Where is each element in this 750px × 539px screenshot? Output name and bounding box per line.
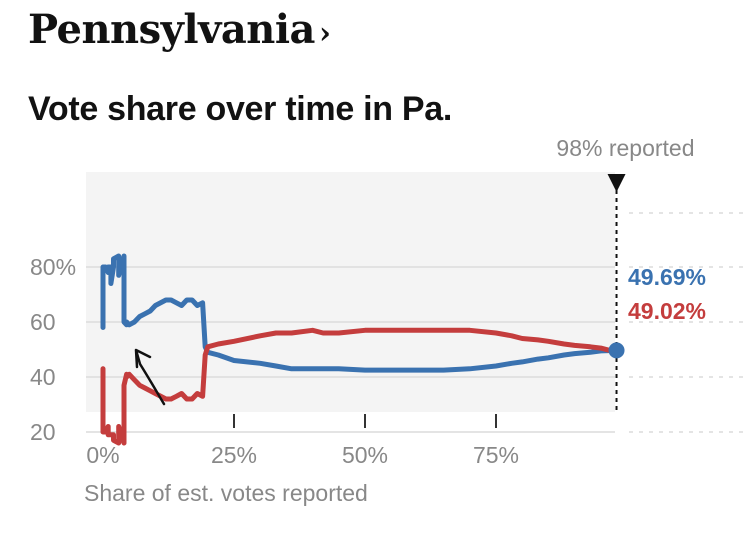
chart-title: Vote share over time in Pa. bbox=[28, 90, 452, 128]
y-tick-label: 80% bbox=[30, 254, 76, 280]
x-axis-label: Share of est. votes reported bbox=[84, 480, 368, 506]
state-title[interactable]: Pennsylvania › bbox=[28, 6, 331, 53]
x-tick-label: 75% bbox=[473, 442, 519, 468]
axis-ticks: 20 40 60 80% 0% 25% 50% 75% bbox=[30, 254, 519, 468]
series-line-republican bbox=[100, 327, 619, 446]
y-tick-label: 40 bbox=[30, 364, 56, 390]
state-title-text: Pennsylvania bbox=[28, 6, 315, 53]
x-tick-label: 50% bbox=[342, 442, 388, 468]
chevron-right-icon: › bbox=[318, 16, 331, 51]
series-line-democrat bbox=[100, 253, 619, 373]
series-end-dot bbox=[608, 342, 625, 359]
annotation-arrow bbox=[134, 348, 166, 406]
rep-end-label: 49.02% bbox=[628, 298, 706, 324]
reported-marker-triangle bbox=[607, 174, 626, 192]
reported-label: 98% reported bbox=[556, 135, 694, 161]
series-lines bbox=[100, 253, 619, 446]
markers: 49.69% 49.02% bbox=[134, 174, 706, 406]
x-tick-label: 0% bbox=[86, 442, 119, 468]
gridlines bbox=[86, 182, 748, 433]
dem-end-label: 49.69% bbox=[628, 264, 706, 290]
plot-background bbox=[86, 172, 615, 412]
y-tick-label: 20 bbox=[30, 419, 56, 445]
x-tick-label: 25% bbox=[211, 442, 257, 468]
y-tick-label: 60 bbox=[30, 309, 56, 335]
